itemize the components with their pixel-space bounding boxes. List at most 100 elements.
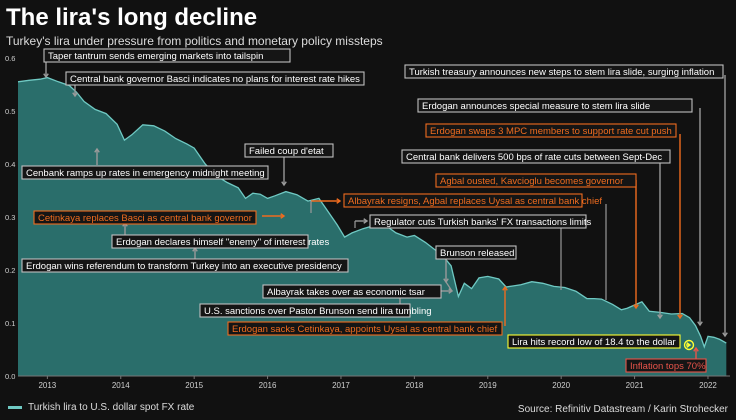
annotation-text: Erdogan announces special measure to ste… <box>422 101 650 112</box>
annotation: Inflation tops 70% <box>625 358 707 373</box>
annotation-box <box>21 165 269 180</box>
legend-swatch <box>8 406 22 409</box>
annotation: Central bank delivers 500 bps of rate cu… <box>401 149 671 164</box>
annotation: Central bank governor Basci indicates no… <box>65 71 365 86</box>
annotation: Lira hits record low of 18.4 to the doll… <box>507 334 681 349</box>
annotation: Erdogan wins referendum to transform Tur… <box>21 258 349 273</box>
annotation-box <box>425 123 677 138</box>
annotation-box <box>435 173 637 188</box>
annotation: Agbal ousted, Kavcioglu becomes governor <box>435 173 637 188</box>
y-tick-label: 0.4 <box>5 160 15 169</box>
annotation: Cenbank ramps up rates in emergency midn… <box>21 165 269 180</box>
legend: Turkish lira to U.S. dollar spot FX rate <box>8 402 194 413</box>
annotation-arrowhead <box>43 73 49 79</box>
annotation: Erdogan sacks Cetinkaya, appoints Uysal … <box>227 321 503 336</box>
annotation-text: U.S. sanctions over Pastor Brunson send … <box>204 306 432 317</box>
annotation-box <box>199 303 411 318</box>
chart-title: The lira's long decline <box>6 4 258 31</box>
x-tick-label: 2013 <box>38 381 56 390</box>
annotation-text: Taper tantrum sends emerging markets int… <box>48 51 263 62</box>
annotation-connector <box>445 281 453 292</box>
source-note: Source: Refinitiv Datastream / Karin Str… <box>517 404 728 415</box>
record-low-marker <box>683 339 695 351</box>
annotation: Cetinkaya replaces Basci as central bank… <box>33 210 257 225</box>
y-tick-label: 0.1 <box>5 319 15 328</box>
legend-label: Turkish lira to U.S. dollar spot FX rate <box>28 402 195 413</box>
annotation-box <box>227 321 503 336</box>
annotation-arrowhead <box>281 181 287 187</box>
y-tick-label: 0.6 <box>5 54 15 63</box>
x-tick-label: 2021 <box>626 381 644 390</box>
annotation-arrowhead <box>94 147 100 153</box>
annotation-arrowhead <box>686 342 692 348</box>
annotation-text: Failed coup d'etat <box>249 146 324 157</box>
chart-subtitle: Turkey's lira under pressure from politi… <box>6 34 383 48</box>
annotation-text: Agbal ousted, Kavcioglu becomes governor <box>440 176 623 187</box>
annotation-box <box>625 358 707 373</box>
annotation-arrowhead <box>363 218 369 224</box>
annotation-arrowhead <box>336 198 342 204</box>
annotation-text: Inflation tops 70% <box>630 361 706 372</box>
annotation: Erdogan swaps 3 MPC members to support r… <box>425 123 677 138</box>
annotation-box <box>111 234 309 249</box>
annotation: Failed coup d'etat <box>244 143 334 158</box>
annotation-box <box>417 98 693 113</box>
annotation: Albayrak resigns, Agbal replaces Uysal a… <box>343 193 602 208</box>
y-tick-label: 0.5 <box>5 107 15 116</box>
annotation: Regulator cuts Turkish banks' FX transac… <box>369 214 591 229</box>
annotation-arrowhead <box>502 285 508 291</box>
annotation-box <box>404 64 724 79</box>
annotation: Brunson released <box>435 245 517 260</box>
annotation-text: Lira hits record low of 18.4 to the doll… <box>512 337 676 348</box>
annotation-box <box>33 210 257 225</box>
annotation-text: Erdogan declares himself "enemy" of inte… <box>116 237 329 248</box>
annotation-text: Albayrak takes over as economic tsar <box>267 287 425 298</box>
annotation: Albayrak takes over as economic tsar <box>262 284 442 299</box>
annotation-arrowhead <box>677 314 683 320</box>
annotation-text: Erdogan swaps 3 MPC members to support r… <box>430 126 672 137</box>
annotation-text: Cenbank ramps up rates in emergency midn… <box>26 168 265 179</box>
annotation-text: Cetinkaya replaces Basci as central bank… <box>38 213 252 224</box>
annotation-arrowhead <box>722 332 728 338</box>
x-tick-label: 2020 <box>552 381 570 390</box>
annotation-arrowhead <box>693 346 699 352</box>
x-tick-label: 2018 <box>405 381 423 390</box>
annotation-box <box>65 71 365 86</box>
annotation-text: Albayrak resigns, Agbal replaces Uysal a… <box>348 196 602 207</box>
annotation-text: Central bank delivers 500 bps of rate cu… <box>406 152 662 163</box>
x-tick-label: 2017 <box>332 381 350 390</box>
x-tick-label: 2015 <box>185 381 203 390</box>
y-tick-label: 0.3 <box>5 213 15 222</box>
annotation-box <box>507 334 681 349</box>
annotation-arrowhead <box>72 92 78 98</box>
annotation-box <box>369 214 587 229</box>
series-line <box>17 76 727 349</box>
annotation: U.S. sanctions over Pastor Brunson send … <box>199 303 432 318</box>
annotation-arrowhead <box>657 314 663 320</box>
x-tick-label: 2016 <box>259 381 277 390</box>
x-tick-label: 2022 <box>699 381 717 390</box>
y-tick-label: 0.2 <box>5 266 15 275</box>
annotation-arrowhead <box>280 213 286 219</box>
annotation-box <box>21 258 349 273</box>
annotation-box <box>262 284 442 299</box>
annotation: Turkish treasury announces new steps to … <box>404 64 724 79</box>
annotation-arrowhead <box>633 304 639 310</box>
annotation-text: Turkish treasury announces new steps to … <box>409 67 714 78</box>
annotation-arrowhead <box>697 321 703 327</box>
y-tick-label: 0.0 <box>5 372 15 381</box>
annotation-box <box>435 245 517 260</box>
annotation-text: Brunson released <box>440 248 514 259</box>
annotation: Erdogan declares himself "enemy" of inte… <box>111 234 329 249</box>
x-tick-label: 2019 <box>479 381 497 390</box>
annotation-text: Regulator cuts Turkish banks' FX transac… <box>374 217 591 228</box>
annotation-box <box>343 193 583 208</box>
annotation-text: Central bank governor Basci indicates no… <box>70 74 360 85</box>
annotation: Taper tantrum sends emerging markets int… <box>43 48 291 63</box>
annotation-text: Erdogan wins referendum to transform Tur… <box>26 261 342 272</box>
annotation-text: Erdogan sacks Cetinkaya, appoints Uysal … <box>232 324 497 335</box>
annotation: Erdogan announces special measure to ste… <box>417 98 693 113</box>
annotation-box <box>43 48 291 63</box>
annotation-box <box>401 149 671 164</box>
